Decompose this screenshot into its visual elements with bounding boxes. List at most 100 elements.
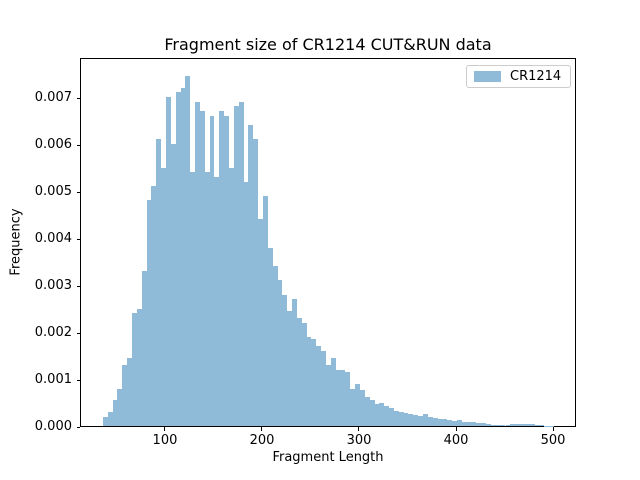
histogram-bar <box>311 339 317 427</box>
histogram-bar <box>253 139 259 427</box>
histogram-bar <box>350 388 356 427</box>
y-tick-label: 0.003 <box>34 278 72 294</box>
x-axis-ticks: 100 200 300 400 500 <box>80 427 576 467</box>
histogram-bar <box>393 410 399 427</box>
plot-area: CR1214 <box>80 57 576 428</box>
histogram-bar <box>520 423 525 427</box>
histogram-bar <box>510 424 516 427</box>
histogram-bar <box>267 247 273 427</box>
histogram-bar <box>476 423 482 427</box>
x-tick-label: 400 <box>443 433 469 449</box>
y-tick-label: 0.001 <box>34 372 72 388</box>
y-tick-label: 0.007 <box>34 90 72 106</box>
histogram-bar <box>481 423 487 427</box>
histogram-bar <box>151 186 157 427</box>
histogram-bar <box>432 417 438 427</box>
histogram-bar <box>229 167 234 427</box>
histogram-bar <box>321 350 327 427</box>
histogram-bar <box>292 299 297 427</box>
x-tick-label: 200 <box>249 433 275 449</box>
histogram-bar <box>132 313 137 427</box>
histogram-bar <box>490 424 496 427</box>
histogram-bar <box>262 195 268 427</box>
histogram-bar <box>524 424 530 427</box>
histogram-bar <box>224 115 230 427</box>
histogram-bar <box>529 424 535 427</box>
y-tick-mark <box>76 238 80 240</box>
histogram-bar <box>190 172 196 427</box>
histogram-bar <box>452 420 457 427</box>
x-tick-label: 500 <box>540 433 566 449</box>
histogram-bar <box>243 181 249 427</box>
y-tick-label: 0.006 <box>34 137 72 153</box>
histogram-bar <box>301 322 307 427</box>
histogram-bar <box>471 422 477 427</box>
histogram-bar <box>287 310 293 427</box>
histogram-bar <box>408 413 414 427</box>
histogram-bar <box>437 418 443 427</box>
histogram-bar <box>272 266 278 427</box>
histogram-bar <box>359 389 365 427</box>
histogram-bar <box>175 92 181 427</box>
histogram-bar <box>364 397 370 427</box>
histogram-bar <box>102 416 108 427</box>
histogram-bar <box>403 413 409 427</box>
x-axis-label: Fragment Length <box>272 450 384 465</box>
histogram-bar <box>306 336 312 427</box>
histogram-bar <box>141 271 147 427</box>
histogram-bar <box>515 423 521 427</box>
histogram-bar <box>442 419 448 427</box>
legend-label: CR1214 <box>510 68 562 84</box>
histogram-bar <box>122 365 128 427</box>
y-tick-label: 0.004 <box>34 231 72 247</box>
histogram-bar <box>374 403 380 427</box>
histogram-bar <box>219 111 225 427</box>
histogram-bar <box>214 176 220 427</box>
legend-swatch-icon <box>474 70 501 82</box>
histogram-bar <box>355 383 360 427</box>
legend: CR1214 <box>466 64 571 88</box>
x-tick-label: 300 <box>346 433 372 449</box>
histogram-bar <box>107 412 113 427</box>
histogram-bar <box>461 421 467 427</box>
y-tick-mark <box>76 379 80 381</box>
histogram-bar <box>539 425 545 427</box>
y-tick-mark <box>76 97 80 99</box>
histogram-bar <box>238 101 244 427</box>
histogram-bar <box>199 111 205 427</box>
histogram-bar <box>326 365 331 427</box>
x-tick-mark <box>358 427 360 431</box>
histogram-bar <box>466 421 472 427</box>
histogram-bar <box>486 423 491 427</box>
histogram-bar <box>330 358 336 427</box>
histogram-bar <box>369 400 375 427</box>
bars-layer <box>81 59 575 427</box>
y-tick-mark <box>76 426 80 428</box>
histogram-bar <box>500 425 506 427</box>
histogram-bar <box>156 139 162 427</box>
y-tick-label: 0.005 <box>34 184 72 200</box>
histogram-bar <box>258 219 263 427</box>
histogram-bar <box>146 200 152 427</box>
histogram-bar <box>505 424 511 427</box>
y-tick-label: 0.002 <box>34 325 72 341</box>
x-tick-mark <box>261 427 263 431</box>
histogram-bar <box>127 358 133 427</box>
histogram-bar <box>117 388 123 427</box>
histogram-bar <box>248 125 254 427</box>
histogram-bar <box>447 420 453 427</box>
x-tick-mark <box>552 427 554 431</box>
histogram-bar <box>340 369 346 427</box>
histogram-bar <box>161 167 166 427</box>
x-tick-mark <box>455 427 457 431</box>
histogram-bar <box>427 416 433 427</box>
histogram-bar <box>495 424 501 427</box>
histogram-bar <box>457 420 462 427</box>
y-tick-label: 0.000 <box>34 419 72 435</box>
x-tick-label: 100 <box>152 433 178 449</box>
histogram-bar <box>282 294 288 427</box>
y-tick-mark <box>76 285 80 287</box>
histogram-bar <box>170 144 176 427</box>
histogram-bar <box>277 280 283 427</box>
